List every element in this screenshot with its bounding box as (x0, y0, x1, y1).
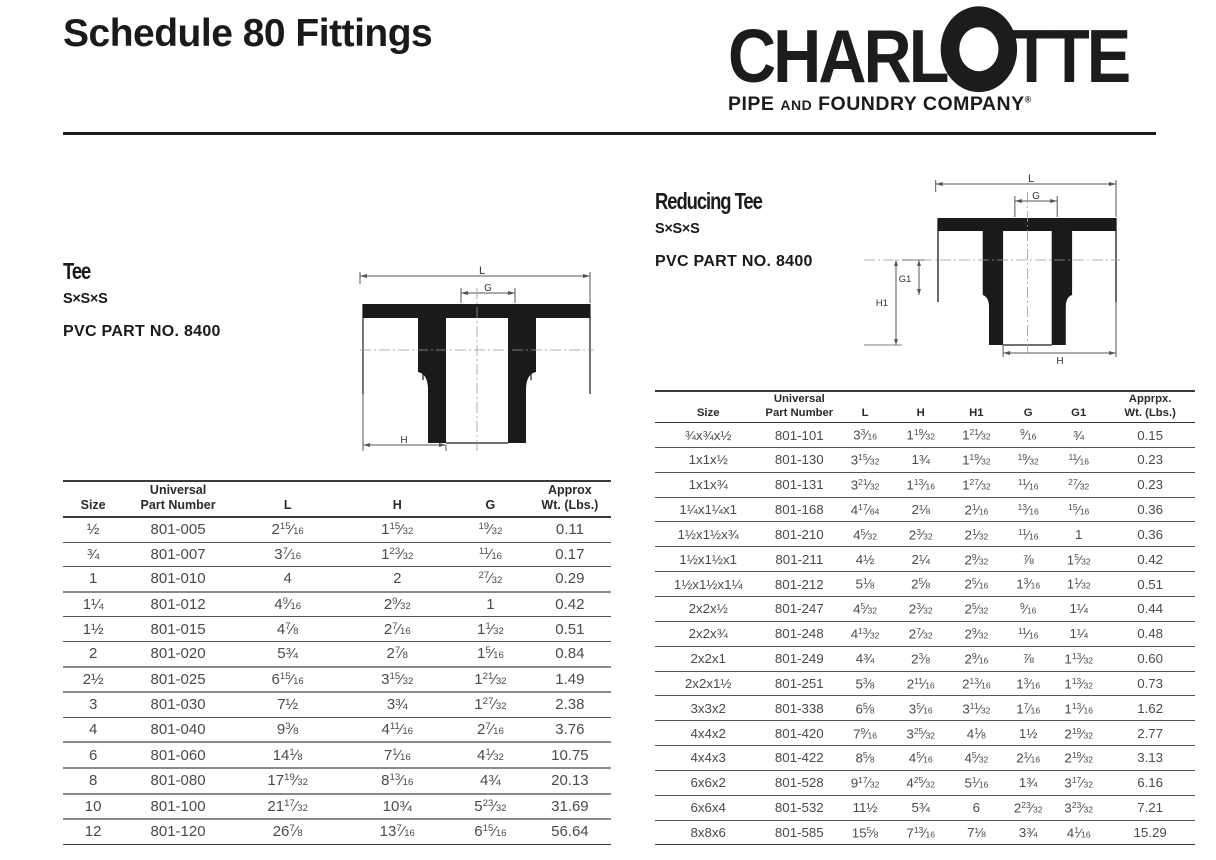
svg-text:G: G (484, 283, 492, 294)
svg-text:L: L (479, 265, 485, 277)
svg-text:H: H (1056, 356, 1063, 367)
svg-text:G: G (1032, 191, 1040, 202)
svg-text:H1: H1 (876, 298, 888, 309)
svg-text:H: H (400, 435, 407, 446)
svg-text:L: L (1028, 173, 1034, 185)
svg-text:G1: G1 (899, 274, 912, 285)
